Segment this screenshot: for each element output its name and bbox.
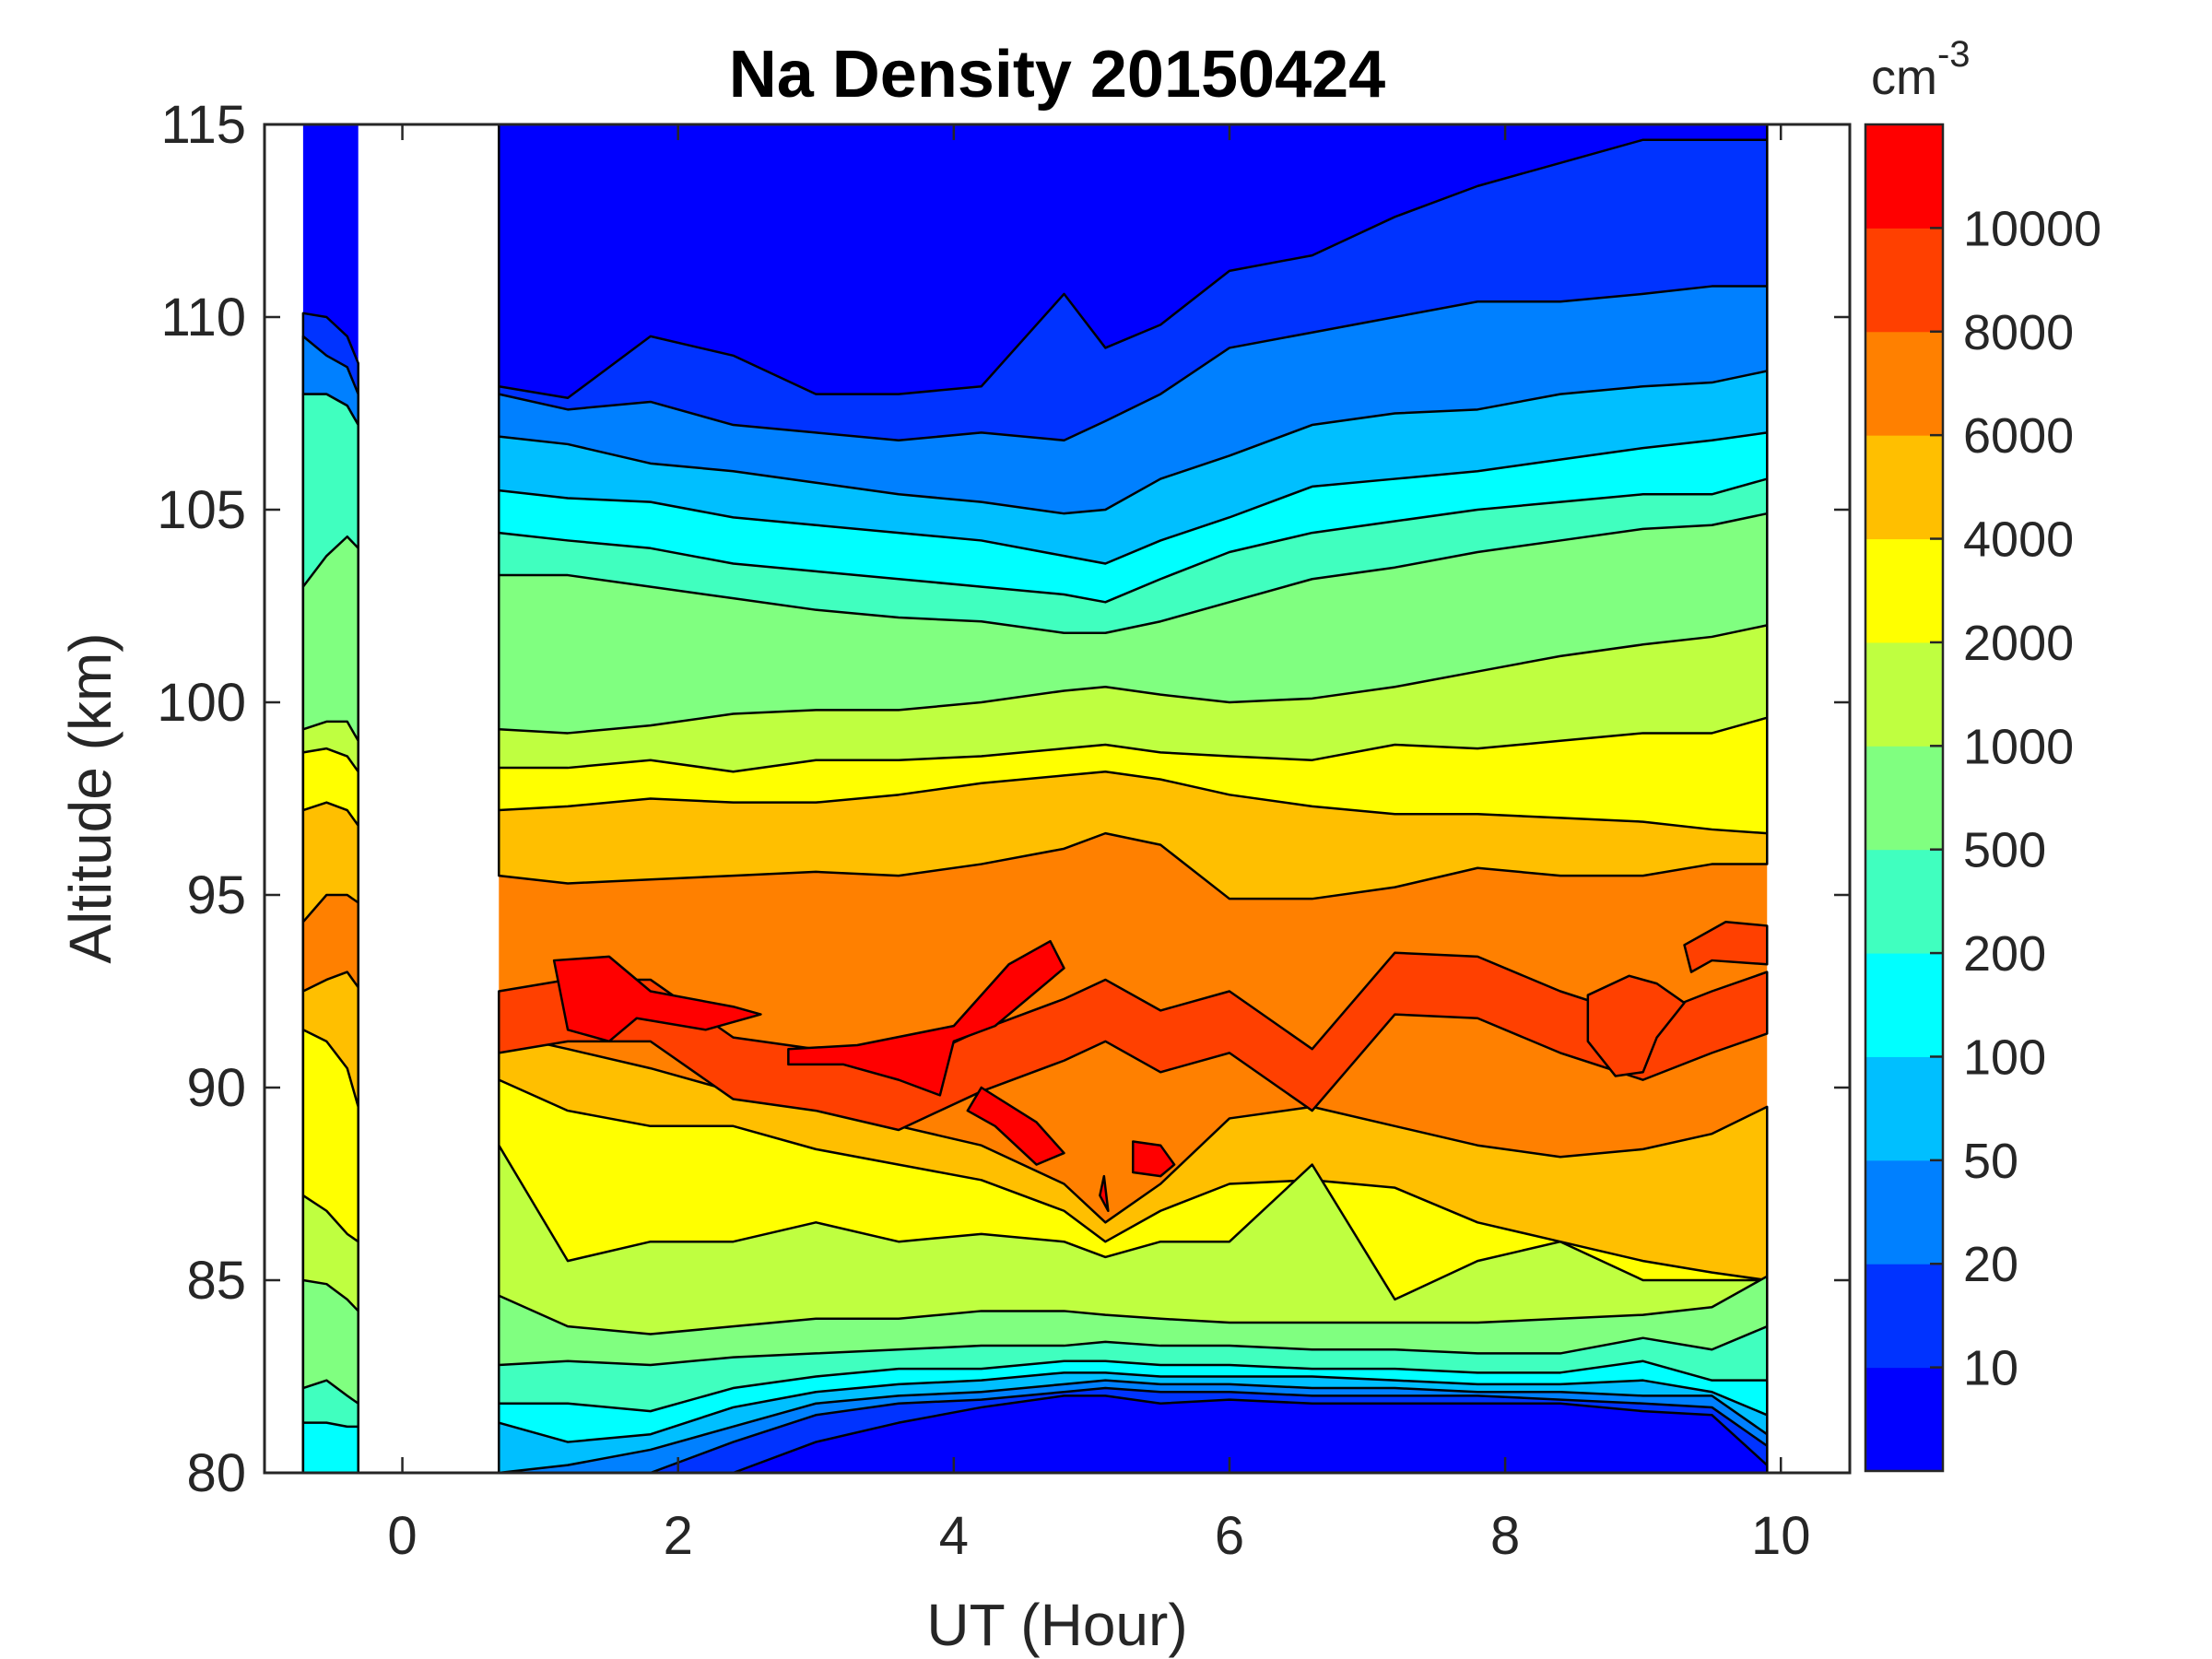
colorbar-swatch-10 — [1865, 331, 1943, 436]
colorbar: 10 20 50 100 200 500 1000 2000 4000 6000 8000 10000 — [1864, 123, 2101, 1473]
colorbar-tick-label: 1000 — [1963, 719, 2074, 774]
colorbar-tick-label: 50 — [1963, 1134, 2018, 1189]
colorbar-tick-label: 10000 — [1963, 201, 2101, 256]
x-tick-label: 4 — [939, 1506, 969, 1566]
colorbar-swatch-12 — [1865, 124, 1943, 229]
colorbar-frame — [1864, 123, 1945, 1473]
band-above-10000-patch-4 — [1132, 1140, 1176, 1178]
y-axis-ticks: 80 85 90 95 100 105 110 115 — [157, 95, 1850, 1503]
y-tick-label: 115 — [161, 95, 246, 155]
plot-frame — [263, 123, 1852, 1475]
colorbar-swatch-3 — [1865, 1056, 1943, 1161]
colorbar-tick-label: 8000 — [1963, 305, 2074, 360]
colorbar-tick-label: 200 — [1963, 926, 2046, 982]
colorbar-swatch-4 — [1865, 953, 1943, 1057]
y-tick-label: 110 — [161, 288, 246, 347]
colorbar-tick-label: 2000 — [1963, 616, 2074, 671]
x-tick-label: 10 — [1751, 1506, 1811, 1566]
x-tick-label: 0 — [387, 1506, 417, 1566]
y-tick-label: 95 — [186, 865, 246, 925]
colorbar-swatch-9 — [1865, 435, 1943, 540]
band-upper-10 — [498, 124, 1769, 400]
colorbar-tick-label: 20 — [1963, 1237, 2018, 1292]
colorbar-swatch-2 — [1865, 1159, 1943, 1265]
colorbar-swatch-6 — [1865, 746, 1943, 851]
colorbar-swatch-0 — [1865, 1367, 1943, 1472]
x-tick-label: 2 — [664, 1506, 693, 1566]
band-lower-10 — [498, 1394, 1769, 1473]
y-tick-label: 100 — [157, 673, 246, 733]
colorbar-swatch-8 — [1865, 538, 1943, 643]
colorbar-tick-label: 10 — [1963, 1341, 2018, 1396]
colorbar-unit-base: cm — [1871, 50, 1937, 105]
plot-area: 0 2 4 6 8 10 80 85 90 95 100 105 110 115 — [157, 95, 1852, 1566]
band-above-10000-patch-5 — [1099, 1174, 1110, 1213]
x-axis-ticks: 0 2 4 6 8 10 — [387, 124, 1810, 1566]
y-tick-label: 90 — [186, 1058, 246, 1118]
colorbar-swatch-7 — [1865, 641, 1943, 747]
y-axis-label: Altitude (km) — [57, 632, 124, 963]
x-axis-label: UT (Hour) — [926, 1592, 1187, 1658]
colorbar-unit: cm-3 — [1871, 34, 1971, 105]
y-tick-label: 80 — [186, 1443, 246, 1503]
band-8000-10000-late-1 — [1586, 974, 1686, 1077]
strip-band-0 — [301, 1421, 359, 1473]
colorbar-unit-exponent: -3 — [1937, 34, 1971, 75]
colorbar-tick-label: 100 — [1963, 1030, 2046, 1085]
band-above-10000-patch-2 — [787, 939, 1065, 1097]
colorbar-tick-label: 500 — [1963, 823, 2046, 878]
colorbar-tick-label: 6000 — [1963, 408, 2074, 464]
band-above-10000-patch-3 — [966, 1086, 1065, 1166]
y-tick-label: 105 — [157, 480, 246, 540]
band-above-10000-patch-1 — [552, 955, 762, 1043]
colorbar-swatch-1 — [1865, 1264, 1943, 1369]
chart-title: Na Density 20150424 — [729, 38, 1385, 112]
colorbar-swatch-5 — [1865, 849, 1943, 954]
colorbar-swatch-11 — [1865, 228, 1943, 333]
contour-bands — [301, 124, 1769, 1473]
band-8000-10000-late-2 — [1683, 921, 1769, 973]
x-tick-label: 8 — [1490, 1506, 1520, 1566]
y-tick-label: 85 — [186, 1251, 246, 1311]
colorbar-tick-label: 4000 — [1963, 512, 2074, 568]
x-tick-label: 6 — [1215, 1506, 1244, 1566]
